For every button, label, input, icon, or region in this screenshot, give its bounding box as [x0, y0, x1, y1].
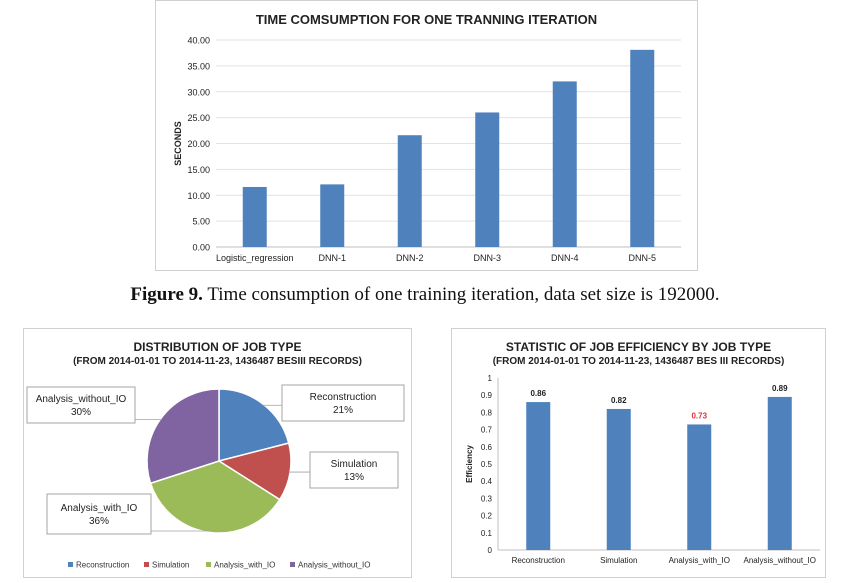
job-type-pie-chart: Reconstruction 21% Simulation 13% Analysis_w… — [26, 384, 405, 570]
y-tick-label: 0.00 — [192, 243, 210, 253]
training-time-chart-title: TIME COMSUMPTION FOR ONE TRANNING ITERAT… — [255, 12, 598, 27]
pie-callout-box — [309, 451, 399, 489]
bar-analysis-without-io — [767, 396, 792, 550]
bar-dnn-5 — [630, 49, 655, 247]
y-tick-label: 0 — [488, 546, 493, 555]
pie-callout-box — [26, 386, 136, 424]
bar-analysis-with-io — [687, 424, 712, 550]
y-tick-label: 15.00 — [187, 165, 210, 175]
job-type-pie-title: DISTRIBUTION OF JOB TYPE — [133, 340, 302, 354]
y-tick-label: 25.00 — [187, 113, 210, 123]
data-label: 0.82 — [611, 396, 627, 405]
legend-label: Reconstruction — [76, 561, 129, 570]
y-tick-label: 10.00 — [187, 191, 210, 201]
pie-slice-analysis-with-io — [149, 460, 281, 534]
x-tick-label: Simulation — [600, 556, 637, 565]
training-time-chart-panel: TIME COMSUMPTION FOR ONE TRANNING ITERAT… — [155, 0, 698, 271]
job-efficiency-chart: 0 0.1 0.2 0.3 0.4 0.5 0.6 0.7 0.8 0.9 1 Efficiency 0… — [465, 374, 820, 565]
pie-callout-box — [281, 384, 405, 422]
y-tick-label: 0.3 — [481, 494, 493, 503]
y-axis-label: Efficiency — [465, 445, 474, 483]
pie-slice-percent: 21% — [333, 405, 353, 416]
job-type-pie-subtitle: (FROM 2014-01-01 TO 2014-11-23, 1436487 … — [73, 356, 362, 367]
pie-callout-box — [46, 493, 152, 535]
bar-dnn-3 — [475, 112, 500, 247]
x-tick-label: Analysis_with_IO — [669, 556, 730, 565]
y-tick-label: 0.7 — [481, 426, 493, 435]
y-tick-label: 5.00 — [192, 217, 210, 227]
data-label: 0.73 — [691, 411, 707, 420]
bar-simulation — [606, 408, 631, 550]
legend-label: Analysis_without_IO — [298, 561, 370, 570]
x-tick-label: DNN-2 — [396, 253, 424, 263]
bar-dnn-2 — [397, 135, 422, 247]
legend-swatch — [144, 562, 149, 567]
x-tick-label: DNN-3 — [473, 253, 501, 263]
y-tick-label: 20.00 — [187, 139, 210, 149]
pie-slice-percent: 13% — [344, 472, 364, 483]
pie-slice-name: Analysis_with_IO — [61, 503, 138, 514]
y-tick-label: 0.9 — [481, 391, 493, 400]
bar-logistic-regression — [242, 186, 267, 247]
y-tick-label: 0.6 — [481, 443, 493, 452]
training-time-chart: 0.00 5.00 10.00 15.00 20.00 25.00 30.00 35.00 40… — [173, 36, 681, 263]
x-tick-label: Logistic_regression — [216, 253, 294, 263]
job-efficiency-chart-panel: STATISTIC OF JOB EFFICIENCY BY JOB TYPE … — [451, 328, 826, 578]
data-label: 0.86 — [530, 389, 546, 398]
y-tick-label: 35.00 — [187, 61, 210, 71]
pie-slice-analysis-without-io — [146, 388, 220, 485]
pie-slice-name: Analysis_without_IO — [36, 394, 127, 405]
y-tick-label: 0.1 — [481, 529, 493, 538]
bar-dnn-4 — [552, 81, 577, 248]
pie-slice-reconstruction — [218, 388, 290, 462]
job-efficiency-chart-title: STATISTIC OF JOB EFFICIENCY BY JOB TYPE — [505, 340, 772, 354]
pie-slice-percent: 36% — [89, 516, 109, 527]
job-type-pie-panel: DISTRIBUTION OF JOB TYPE (FROM 2014-01-0… — [23, 328, 412, 578]
bar-dnn-1 — [320, 184, 345, 247]
x-tick-label: Analysis_without_IO — [744, 556, 816, 565]
y-tick-label: 40.00 — [187, 36, 210, 46]
legend-label: Simulation — [152, 561, 189, 570]
y-axis-label: SECONDS — [173, 121, 183, 166]
legend-swatch — [68, 562, 73, 567]
legend-label: Analysis_with_IO — [214, 561, 275, 570]
y-tick-label: 0.4 — [481, 477, 493, 486]
x-tick-label: DNN-1 — [318, 253, 346, 263]
figure-caption-label: Figure 9. — [130, 284, 203, 305]
legend-swatch — [206, 562, 211, 567]
pie-slice-name: Simulation — [331, 459, 378, 470]
y-tick-label: 0.5 — [481, 460, 493, 469]
data-label: 0.89 — [772, 384, 788, 393]
y-tick-label: 0.8 — [481, 408, 493, 417]
bar-reconstruction — [526, 402, 551, 550]
x-tick-label: Reconstruction — [512, 556, 565, 565]
figure-caption: Figure 9. Time consumption of one traini… — [0, 284, 850, 306]
x-tick-label: DNN-5 — [628, 253, 656, 263]
x-tick-label: DNN-4 — [551, 253, 579, 263]
y-tick-label: 1 — [488, 374, 493, 383]
pie-slice-name: Reconstruction — [310, 392, 377, 403]
figure-caption-text: Time consumption of one training iterati… — [207, 284, 720, 305]
job-efficiency-chart-subtitle: (FROM 2014-01-01 TO 2014-11-23, 1436487 … — [492, 356, 785, 367]
pie-slice-percent: 30% — [71, 407, 91, 418]
y-tick-label: 0.2 — [481, 512, 493, 521]
legend-swatch — [290, 562, 295, 567]
y-tick-label: 30.00 — [187, 87, 210, 97]
